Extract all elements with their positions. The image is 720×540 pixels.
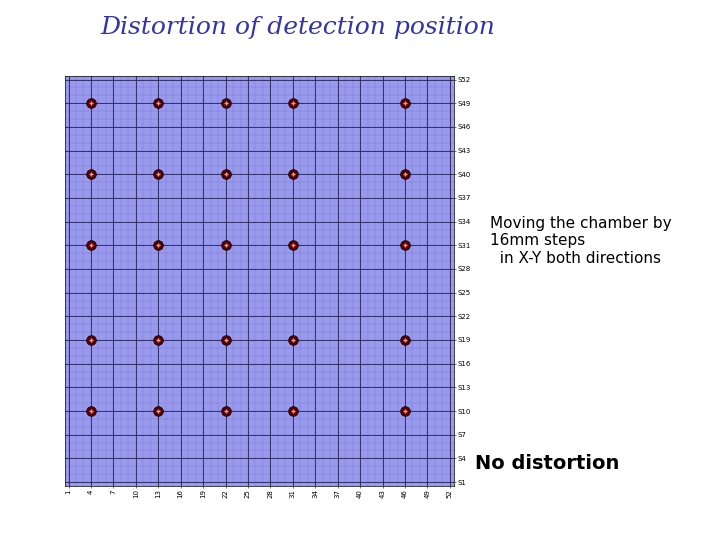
Text: No distortion: No distortion — [475, 454, 620, 472]
Text: Distortion of detection position: Distortion of detection position — [101, 16, 495, 39]
Text: Moving the chamber by
16mm steps
  in X-Y both directions: Moving the chamber by 16mm steps in X-Y … — [490, 216, 671, 266]
